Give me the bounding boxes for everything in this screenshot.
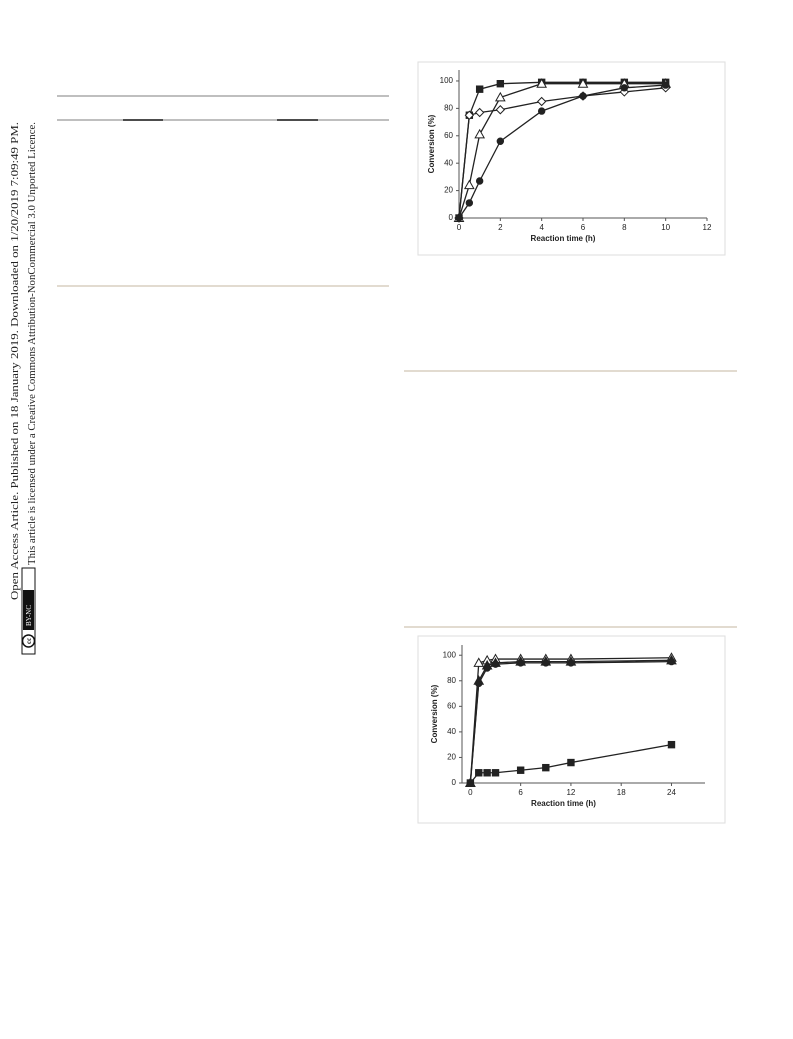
marker bbox=[620, 84, 629, 92]
x-tick-label: 8 bbox=[622, 223, 627, 232]
x-tick-label: 0 bbox=[468, 788, 473, 797]
badge-dark bbox=[23, 590, 34, 630]
marker bbox=[464, 110, 475, 120]
marker bbox=[473, 657, 485, 667]
marker bbox=[567, 758, 575, 767]
marker bbox=[465, 199, 474, 207]
y-tick-label: 100 bbox=[443, 650, 457, 659]
sidebar-text: Open Access Article. Published on 18 Jan… bbox=[9, 122, 21, 600]
y-tick-label: 40 bbox=[447, 727, 456, 736]
y-tick-label: 80 bbox=[444, 103, 453, 112]
marker bbox=[542, 763, 550, 772]
x-axis-label: Reaction time (h) bbox=[531, 799, 596, 808]
marker bbox=[474, 107, 485, 118]
y-tick-label: 0 bbox=[452, 778, 457, 787]
cc-circle bbox=[21, 634, 36, 648]
marker bbox=[536, 96, 547, 107]
x-tick-label: 4 bbox=[539, 223, 544, 232]
marker bbox=[579, 92, 587, 100]
marker bbox=[483, 664, 491, 672]
y-tick-label: 80 bbox=[447, 676, 456, 685]
marker bbox=[475, 679, 483, 688]
marker bbox=[475, 769, 483, 777]
license-badge: BY-NC bbox=[25, 605, 33, 626]
x-tick-label: 18 bbox=[617, 788, 626, 797]
marker bbox=[516, 766, 525, 774]
marker bbox=[491, 769, 500, 777]
marker bbox=[475, 85, 484, 93]
y-tick-label: 20 bbox=[444, 186, 453, 195]
marker bbox=[516, 659, 525, 667]
chart-frame bbox=[417, 635, 726, 824]
series-line bbox=[458, 81, 666, 219]
marker bbox=[491, 660, 500, 668]
x-tick-label: 12 bbox=[566, 788, 575, 797]
marker bbox=[536, 78, 548, 88]
marker bbox=[463, 179, 475, 190]
x-tick-label: 12 bbox=[703, 223, 712, 232]
cc-logo: cc bbox=[25, 638, 33, 644]
marker bbox=[483, 769, 491, 777]
series-line bbox=[458, 83, 666, 219]
marker bbox=[537, 107, 546, 115]
marker bbox=[667, 657, 676, 666]
marker bbox=[455, 214, 463, 222]
marker bbox=[567, 659, 575, 667]
y-tick-label: 60 bbox=[444, 131, 453, 140]
marker bbox=[494, 91, 506, 102]
marker bbox=[542, 659, 550, 667]
x-axis-label: Reaction time (h) bbox=[531, 234, 596, 243]
x-tick-label: 24 bbox=[667, 788, 676, 797]
series-line bbox=[458, 84, 666, 219]
y-tick-label: 20 bbox=[447, 753, 456, 762]
x-tick-label: 10 bbox=[661, 223, 670, 232]
marker bbox=[474, 128, 486, 139]
y-tick-label: 100 bbox=[440, 76, 454, 85]
y-tick-label: 0 bbox=[449, 213, 454, 222]
sidebar-text: This article is licensed under a Creativ… bbox=[26, 122, 38, 565]
marker bbox=[496, 80, 505, 88]
marker bbox=[466, 779, 475, 787]
marker bbox=[475, 177, 484, 185]
x-tick-label: 2 bbox=[498, 223, 503, 232]
marker bbox=[667, 740, 676, 749]
x-tick-label: 6 bbox=[581, 223, 586, 232]
x-tick-label: 0 bbox=[457, 223, 462, 232]
y-tick-label: 60 bbox=[447, 701, 456, 710]
y-axis-label: Conversion (%) bbox=[427, 114, 436, 173]
y-axis-label: Conversion (%) bbox=[430, 684, 439, 743]
marker bbox=[495, 105, 506, 115]
marker bbox=[496, 137, 505, 145]
marker bbox=[661, 81, 670, 89]
marker bbox=[577, 78, 589, 88]
x-tick-label: 6 bbox=[518, 788, 523, 797]
y-tick-label: 40 bbox=[444, 158, 453, 167]
chart-frame bbox=[417, 61, 726, 256]
